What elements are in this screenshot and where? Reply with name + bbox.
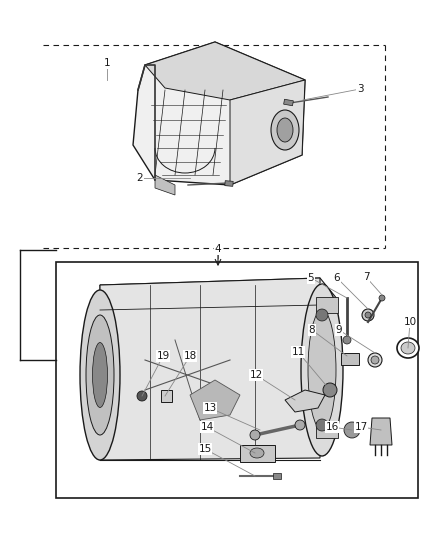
Ellipse shape (397, 338, 419, 358)
Bar (341, 353, 359, 365)
Polygon shape (240, 445, 275, 462)
Text: 8: 8 (309, 325, 315, 335)
Circle shape (344, 422, 360, 438)
Circle shape (379, 295, 385, 301)
Polygon shape (316, 422, 338, 438)
Text: 1: 1 (104, 58, 110, 68)
Text: 5: 5 (307, 273, 314, 283)
Ellipse shape (80, 290, 120, 460)
Circle shape (250, 430, 260, 440)
Polygon shape (190, 380, 240, 420)
Ellipse shape (308, 310, 336, 430)
Polygon shape (133, 42, 305, 185)
Text: 14: 14 (200, 422, 214, 432)
Circle shape (295, 420, 305, 430)
Polygon shape (230, 80, 305, 185)
Circle shape (343, 336, 351, 344)
Polygon shape (145, 42, 305, 100)
Circle shape (368, 353, 382, 367)
Polygon shape (100, 285, 118, 460)
Text: 16: 16 (325, 422, 339, 432)
Circle shape (316, 419, 328, 431)
Text: 6: 6 (334, 273, 340, 283)
Ellipse shape (301, 284, 343, 456)
Circle shape (365, 312, 371, 318)
Polygon shape (285, 390, 325, 412)
Text: 4: 4 (215, 244, 221, 254)
Circle shape (137, 391, 147, 401)
Text: 12: 12 (249, 370, 263, 380)
Text: 19: 19 (156, 351, 170, 361)
Text: 11: 11 (291, 347, 304, 357)
Text: 17: 17 (354, 422, 367, 432)
Polygon shape (316, 297, 338, 313)
Text: 13: 13 (203, 403, 217, 413)
Bar (284, 99, 293, 106)
Ellipse shape (401, 342, 415, 354)
Text: 10: 10 (403, 317, 417, 327)
Text: 15: 15 (198, 444, 212, 454)
Polygon shape (161, 390, 172, 402)
Bar (225, 181, 233, 187)
Text: 7: 7 (363, 272, 369, 282)
Text: 2: 2 (137, 173, 143, 183)
Circle shape (316, 309, 328, 321)
Bar (56, 262, 418, 498)
Polygon shape (155, 175, 175, 195)
Circle shape (362, 309, 374, 321)
Ellipse shape (86, 315, 114, 435)
Ellipse shape (92, 343, 107, 408)
Ellipse shape (271, 110, 299, 150)
Circle shape (323, 383, 337, 397)
Text: 18: 18 (184, 351, 197, 361)
Bar (273, 473, 281, 479)
Circle shape (371, 356, 379, 364)
Polygon shape (100, 278, 338, 308)
Text: 9: 9 (336, 325, 343, 335)
Ellipse shape (250, 448, 264, 458)
Polygon shape (100, 278, 320, 460)
Ellipse shape (277, 118, 293, 142)
Polygon shape (370, 418, 392, 445)
Text: 3: 3 (357, 84, 363, 94)
